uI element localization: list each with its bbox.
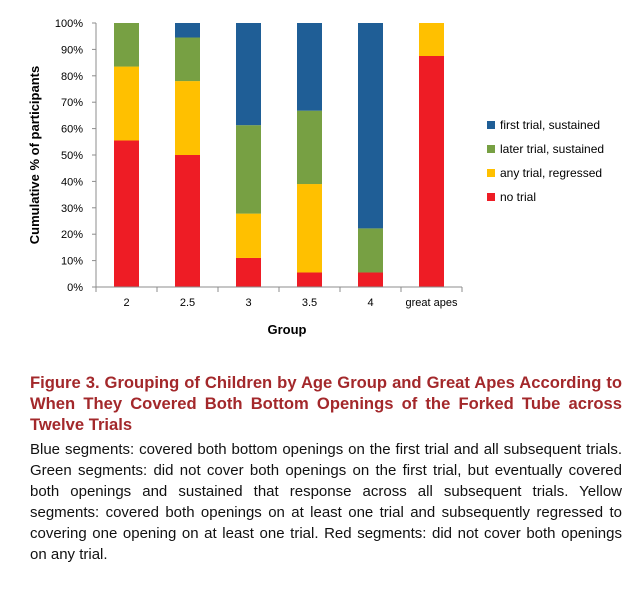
bar-segment xyxy=(358,23,383,229)
y-ticks: 0% 10% 20% 30% 40% 50% 60% 70% 80% 90% 100% xyxy=(55,18,96,294)
x-tick-label: 4 xyxy=(367,297,373,309)
bar-segment xyxy=(175,155,200,287)
x-tick-label: 2 xyxy=(123,297,129,309)
legend-swatch xyxy=(487,145,495,153)
bar-segment xyxy=(114,66,139,141)
y-axis-title: Cumulative % of participants xyxy=(27,66,42,244)
legend-label: first trial, sustained xyxy=(500,118,600,132)
y-tick-label: 20% xyxy=(61,229,83,241)
legend-label: later trial, sustained xyxy=(500,142,604,156)
y-tick-label: 40% xyxy=(61,176,83,188)
bar-segment xyxy=(297,272,322,287)
bar-segment xyxy=(297,23,322,111)
bar-segment xyxy=(236,125,261,214)
bar-segment xyxy=(236,257,261,287)
y-tick-label: 0% xyxy=(67,282,83,294)
bar-segment xyxy=(236,213,261,258)
legend: first trial, sustained later trial, susta… xyxy=(487,118,604,204)
legend-swatch xyxy=(487,193,495,201)
bar-segment xyxy=(358,272,383,287)
bar-segment xyxy=(114,140,139,287)
y-tick-label: 30% xyxy=(61,203,83,215)
x-ticks: 2 2.5 3 3.5 4 great apes xyxy=(95,287,463,309)
y-tick-label: 80% xyxy=(61,71,83,83)
bar-segment xyxy=(297,184,322,273)
y-tick-label: 100% xyxy=(55,18,83,30)
bar-segment xyxy=(175,23,200,38)
caption-title: Figure 3. Grouping of Children by Age Gr… xyxy=(30,373,622,434)
bars-layer xyxy=(114,23,444,287)
legend-swatch xyxy=(487,169,495,177)
y-tick-label: 50% xyxy=(61,150,83,162)
y-tick-label: 70% xyxy=(61,97,83,109)
bar-segment xyxy=(419,23,444,56)
bar-segment xyxy=(175,81,200,155)
legend-label: any trial, regressed xyxy=(500,166,602,180)
legend-label: no trial xyxy=(500,190,536,204)
bar-segment xyxy=(114,23,139,67)
bar-segment xyxy=(175,37,200,82)
y-tick-label: 10% xyxy=(61,256,83,268)
bar-segment xyxy=(297,110,322,185)
y-tick-label: 60% xyxy=(61,124,83,136)
bar-segment xyxy=(358,228,383,273)
x-axis-title: Group xyxy=(268,322,307,337)
caption-body: Blue segments: covered both bottom openi… xyxy=(30,441,622,563)
x-tick-label: 2.5 xyxy=(180,297,195,309)
stacked-bar-chart: 0% 10% 20% 30% 40% 50% 60% 70% 80% 90% 100% 2 2.5 3 3… xyxy=(27,18,604,337)
bar-segment xyxy=(419,56,444,287)
x-tick-label: great apes xyxy=(406,297,458,309)
legend-swatch xyxy=(487,121,495,129)
x-tick-label: 3 xyxy=(245,297,251,309)
bar-segment xyxy=(236,23,261,126)
x-tick-label: 3.5 xyxy=(302,297,317,309)
figure-caption: Figure 3. Grouping of Children by Age Gr… xyxy=(30,372,622,565)
y-tick-label: 90% xyxy=(61,44,83,56)
